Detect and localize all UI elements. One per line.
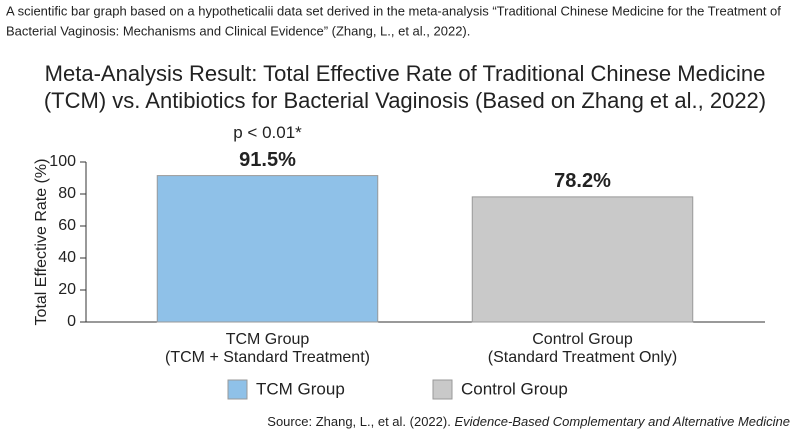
y-tick-label: 40 bbox=[58, 249, 76, 266]
chart-title: Meta-Analysis Result: Total Effective Ra… bbox=[45, 61, 766, 86]
y-tick-label: 60 bbox=[58, 217, 76, 234]
y-tick-label: 0 bbox=[67, 313, 76, 330]
legend-label: Control Group bbox=[461, 379, 568, 398]
y-tick-label: 80 bbox=[58, 185, 76, 202]
source: Source: Zhang, L., et al. (2022). Eviden… bbox=[267, 414, 790, 429]
x-tick-label: (Standard Treatment Only) bbox=[488, 349, 677, 366]
legend-label: TCM Group bbox=[256, 379, 345, 398]
y-tick-label: 20 bbox=[58, 281, 76, 298]
x-tick-label: Control Group bbox=[532, 331, 633, 348]
annotation: p < 0.01* bbox=[233, 123, 302, 142]
source-journal: Evidence-Based Complementary and Alterna… bbox=[454, 414, 790, 429]
caption-line: Bacterial Vaginosis: Mechanisms and Clin… bbox=[6, 23, 470, 38]
y-axis-label: Total Effective Rate (%) bbox=[33, 159, 50, 326]
caption-line: A scientific bar graph based on a hypoth… bbox=[6, 3, 781, 18]
x-tick-label: (TCM + Standard Treatment) bbox=[165, 349, 370, 366]
source-text: Source: Zhang, L., et al. (2022). bbox=[267, 414, 451, 429]
value-label: 78.2% bbox=[554, 170, 611, 192]
bar bbox=[156, 175, 379, 323]
legend-swatch bbox=[432, 379, 453, 400]
bar bbox=[471, 196, 694, 323]
chart-title: (TCM) vs. Antibiotics for Bacterial Vagi… bbox=[44, 88, 766, 113]
legend-swatch bbox=[227, 379, 248, 400]
value-label: 91.5% bbox=[239, 149, 296, 171]
y-tick-label: 100 bbox=[49, 153, 76, 170]
x-tick-label: TCM Group bbox=[226, 331, 310, 348]
